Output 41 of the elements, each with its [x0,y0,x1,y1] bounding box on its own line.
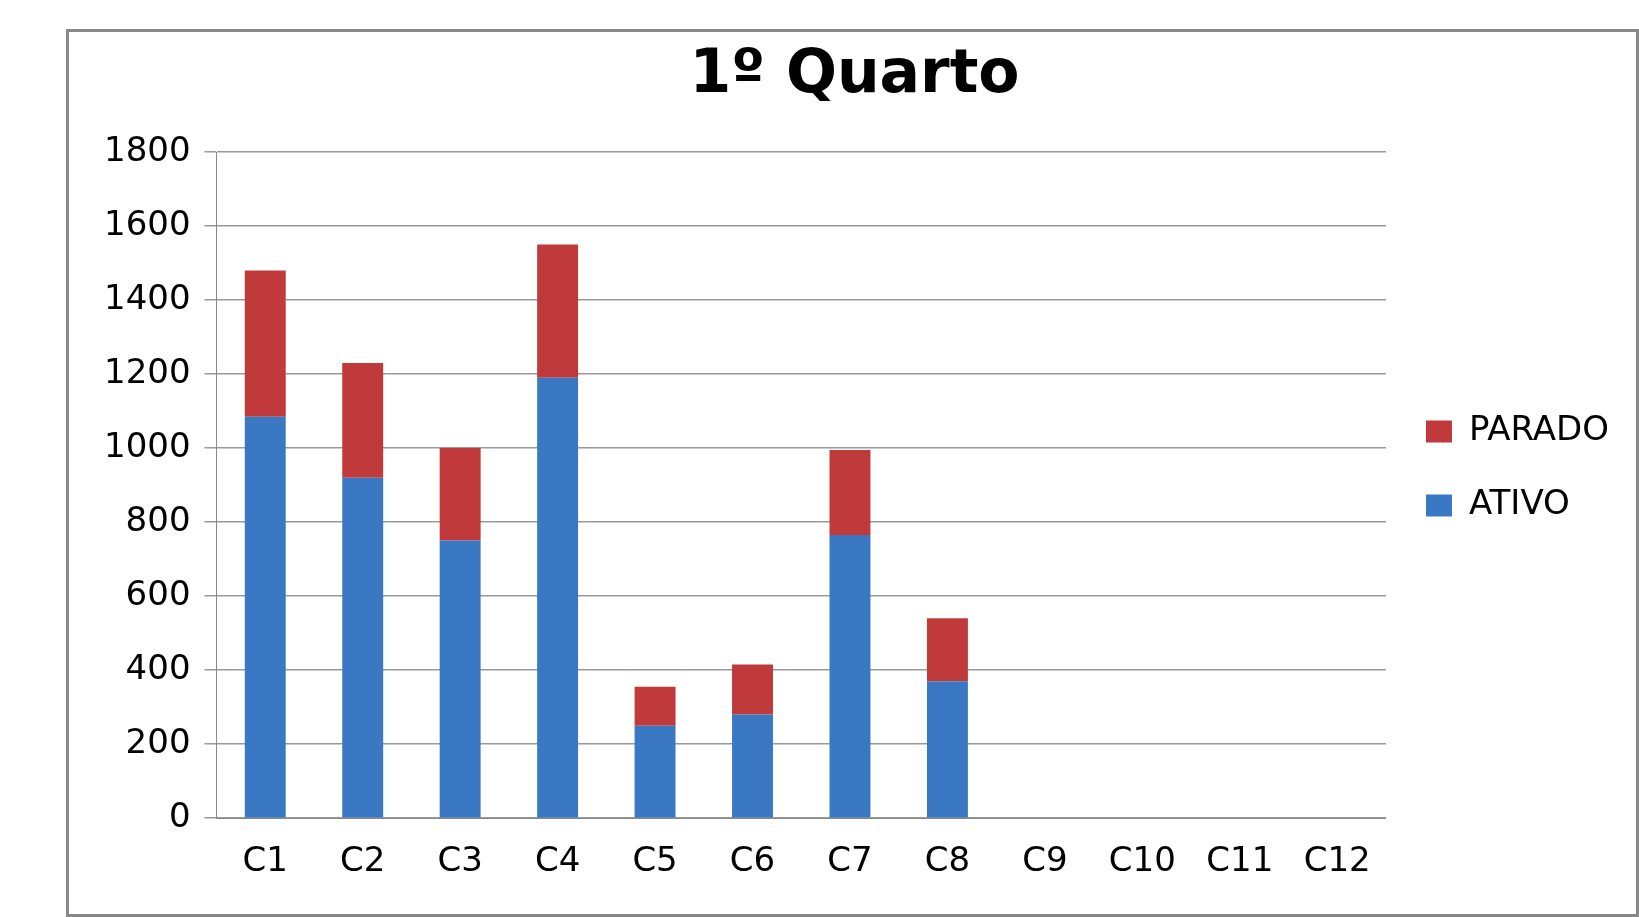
x-tick-label: C7 [827,839,873,880]
bar [926,618,968,682]
y-tick-label: 1400 [104,276,191,317]
y-tick-label: 200 [125,721,191,762]
legend-label: ATIVO [1468,482,1570,523]
bar [829,449,871,536]
x-tick-label: C8 [924,839,971,880]
bar [537,244,579,378]
bar [634,686,676,726]
bar [926,681,968,818]
y-tick-label: 600 [125,572,191,613]
y-tick-label: 1800 [104,128,191,169]
bar [342,362,384,478]
bar [537,377,579,818]
bar [244,270,286,417]
y-tick-label: 0 [168,795,191,836]
bar [439,540,481,818]
x-tick-label: C3 [437,839,483,880]
y-tick-label: 1000 [104,424,191,465]
bar [829,535,871,818]
x-tick-label: C11 [1206,839,1274,880]
x-tick-label: C6 [729,839,776,880]
x-tick-label: C12 [1303,839,1371,880]
bar [244,416,286,818]
x-tick-label: C9 [1022,839,1068,880]
y-tick-label: 800 [125,498,191,539]
x-tick-label: C10 [1108,839,1176,880]
bar [634,725,676,818]
x-tick-label: C2 [340,839,386,880]
x-tick-label: C5 [632,839,678,880]
chart-title: 1º Quarto [689,35,1020,106]
bar [732,664,773,715]
x-tick-label: C1 [242,839,288,880]
bar [342,477,384,818]
y-tick-label: 1200 [104,350,191,391]
legend-label: PARADO [1468,408,1610,449]
bar [732,714,773,818]
bar [439,448,481,541]
y-tick-label: 1600 [104,202,191,243]
y-tick-label: 400 [125,646,191,687]
x-tick-label: C4 [534,839,581,880]
